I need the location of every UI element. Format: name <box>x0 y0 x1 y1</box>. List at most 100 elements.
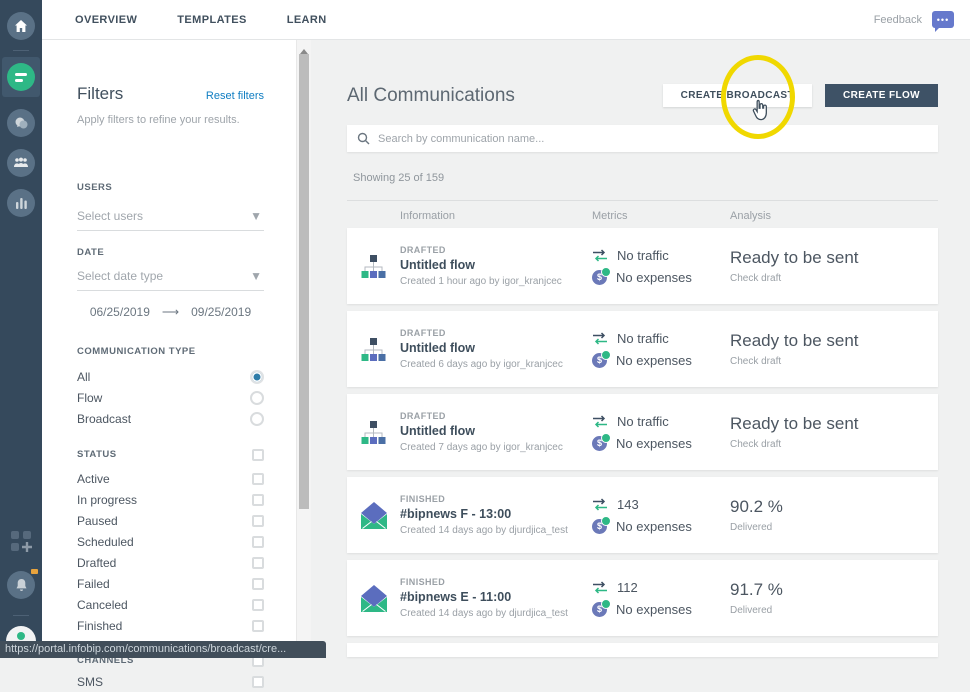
checkbox[interactable] <box>252 515 264 527</box>
radio-option-all[interactable]: All <box>77 366 264 387</box>
search-bar <box>347 125 938 152</box>
broadcast-envelope-icon <box>359 584 389 613</box>
analysis-main: 90.2 % <box>730 497 938 517</box>
row-created: Created 7 days ago by igor_kranjcec <box>400 442 592 453</box>
bell-icon <box>7 571 35 599</box>
traffic-icon <box>592 249 608 262</box>
flow-icon <box>360 420 387 445</box>
date-to-input[interactable]: 09/25/2019 <box>191 305 251 319</box>
traffic-value: 143 <box>617 497 639 512</box>
radio-button[interactable] <box>250 412 264 426</box>
checkbox[interactable] <box>252 494 264 506</box>
communication-row[interactable]: FINISHED #bipnews F - 13:00 Created 14 d… <box>347 477 938 553</box>
chat-nav[interactable] <box>0 109 42 137</box>
expenses-value: No expenses <box>616 353 692 368</box>
row-name: Untitled flow <box>400 258 592 272</box>
analysis-sub: Delivered <box>730 605 938 616</box>
traffic-icon <box>592 332 608 345</box>
scroll-up-arrow-icon[interactable] <box>300 45 308 54</box>
status-option[interactable]: Finished <box>77 615 264 636</box>
filters-panel: Filters Reset filters Apply filters to r… <box>42 40 296 658</box>
option-label: All <box>77 370 90 384</box>
date-type-select[interactable]: Select date type ▼ <box>77 263 264 291</box>
option-label: Scheduled <box>77 535 134 549</box>
status-header: STATUS <box>77 444 264 465</box>
date-from-input[interactable]: 06/25/2019 <box>90 305 150 319</box>
traffic-value: No traffic <box>617 414 669 429</box>
filters-scrollbar[interactable] <box>296 40 311 658</box>
analysis-main: 91.7 % <box>730 580 938 600</box>
divider <box>347 200 938 201</box>
expenses-icon: $ <box>592 353 607 368</box>
traffic-icon <box>592 415 608 428</box>
communications-icon <box>7 63 35 91</box>
link-preview-statusbar: https://portal.infobip.com/communication… <box>0 641 326 658</box>
communication-row[interactable]: DRAFTED Untitled flow Created 1 hour ago… <box>347 228 938 304</box>
analysis-sub[interactable]: Check draft <box>730 273 938 284</box>
divider <box>13 50 29 51</box>
status-option[interactable]: Scheduled <box>77 531 264 552</box>
analytics-nav[interactable] <box>0 189 42 217</box>
radio-option-broadcast[interactable]: Broadcast <box>77 408 264 429</box>
checkbox[interactable] <box>252 620 264 632</box>
date-label: DATE <box>77 247 264 258</box>
status-option[interactable]: Active <box>77 468 264 489</box>
status-option[interactable]: Canceled <box>77 594 264 615</box>
create-broadcast-button[interactable]: CREATE BROADCAST <box>663 84 812 107</box>
checkbox[interactable] <box>252 599 264 611</box>
status-option[interactable]: Failed <box>77 573 264 594</box>
option-label: Canceled <box>77 598 128 612</box>
traffic-icon <box>592 581 608 594</box>
audience-nav[interactable] <box>0 149 42 177</box>
checkbox[interactable] <box>252 473 264 485</box>
option-label: Failed <box>77 577 110 591</box>
users-select[interactable]: Select users ▼ <box>77 203 264 231</box>
channel-option[interactable]: SMS <box>77 671 264 692</box>
users-label: USERS <box>77 182 264 193</box>
checkbox[interactable] <box>252 676 264 688</box>
row-name: #bipnews E - 11:00 <box>400 590 592 604</box>
search-input[interactable] <box>378 133 928 145</box>
traffic-value: No traffic <box>617 331 669 346</box>
communication-row[interactable]: DRAFTED Untitled flow Created 6 days ago… <box>347 311 938 387</box>
radio-button[interactable] <box>250 391 264 405</box>
feedback-label[interactable]: Feedback <box>874 14 922 26</box>
apps-nav[interactable] <box>10 530 32 557</box>
row-name: #bipnews F - 13:00 <box>400 507 592 521</box>
status-all-checkbox[interactable] <box>252 449 264 461</box>
checkbox[interactable] <box>252 578 264 590</box>
tab-overview[interactable]: OVERVIEW <box>75 14 137 26</box>
expenses-value: No expenses <box>616 436 692 451</box>
option-label: Active <box>77 472 110 486</box>
communication-row[interactable]: DRAFTED Untitled flow Created 7 days ago… <box>347 394 938 470</box>
feedback-bubble-icon[interactable]: ••• <box>932 11 954 28</box>
home-nav[interactable] <box>0 12 42 40</box>
apps-grid-icon <box>10 530 32 552</box>
home-icon <box>7 12 35 40</box>
tab-learn[interactable]: LEARN <box>287 14 327 26</box>
communications-nav-active[interactable] <box>2 57 40 97</box>
create-flow-button[interactable]: CREATE FLOW <box>825 84 938 107</box>
row-status: FINISHED <box>400 494 592 504</box>
expenses-value: No expenses <box>616 519 692 534</box>
scrollbar-thumb[interactable] <box>299 54 309 509</box>
status-option[interactable]: In progress <box>77 489 264 510</box>
radio-button[interactable] <box>250 370 264 384</box>
tab-templates[interactable]: TEMPLATES <box>177 14 246 26</box>
status-option[interactable]: Drafted <box>77 552 264 573</box>
top-navigation: OVERVIEW TEMPLATES LEARN Feedback ••• <box>42 0 970 40</box>
column-metrics: Metrics <box>592 210 730 222</box>
communication-row-partial[interactable] <box>347 643 938 657</box>
analysis-sub: Delivered <box>730 522 938 533</box>
option-label: Flow <box>77 391 102 405</box>
status-option[interactable]: Paused <box>77 510 264 531</box>
analysis-sub[interactable]: Check draft <box>730 439 938 450</box>
notifications-nav[interactable] <box>0 571 42 599</box>
radio-option-flow[interactable]: Flow <box>77 387 264 408</box>
analysis-sub[interactable]: Check draft <box>730 356 938 367</box>
checkbox[interactable] <box>252 557 264 569</box>
row-created: Created 6 days ago by igor_kranjcec <box>400 359 592 370</box>
checkbox[interactable] <box>252 536 264 548</box>
reset-filters-link[interactable]: Reset filters <box>206 90 264 102</box>
communication-row[interactable]: FINISHED #bipnews E - 11:00 Created 14 d… <box>347 560 938 636</box>
